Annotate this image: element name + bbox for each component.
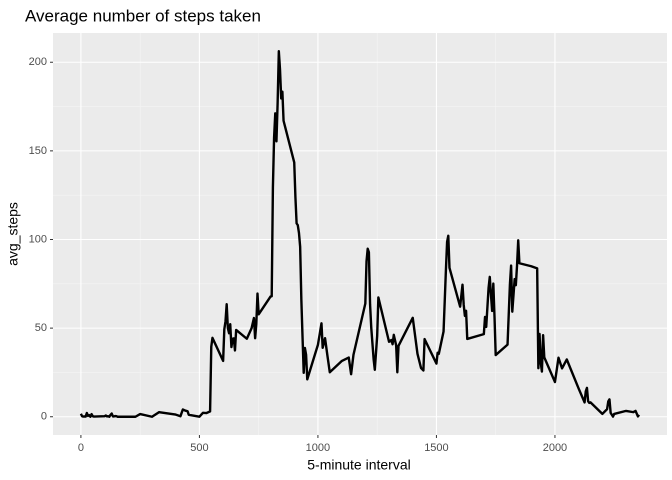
- x-tick-label: 2000: [543, 442, 567, 454]
- x-tick-label: 0: [78, 442, 84, 454]
- line: [79, 50, 641, 418]
- x-tick-label: 1500: [424, 442, 448, 454]
- y-tick-label: 0: [41, 411, 47, 423]
- y-tick-label: 150: [29, 145, 47, 157]
- plot-panel: [53, 33, 667, 435]
- y-tick-label: 50: [35, 322, 47, 334]
- chart-title: Average number of steps taken: [25, 6, 261, 25]
- x-tick-label: 500: [190, 442, 208, 454]
- y-tick-label: 200: [29, 56, 47, 68]
- y-tick-label: 100: [29, 233, 47, 245]
- y-axis-title: avg_steps: [5, 202, 21, 266]
- x-axis-title: 5-minute interval: [307, 457, 411, 473]
- x-tick-label: 1000: [306, 442, 330, 454]
